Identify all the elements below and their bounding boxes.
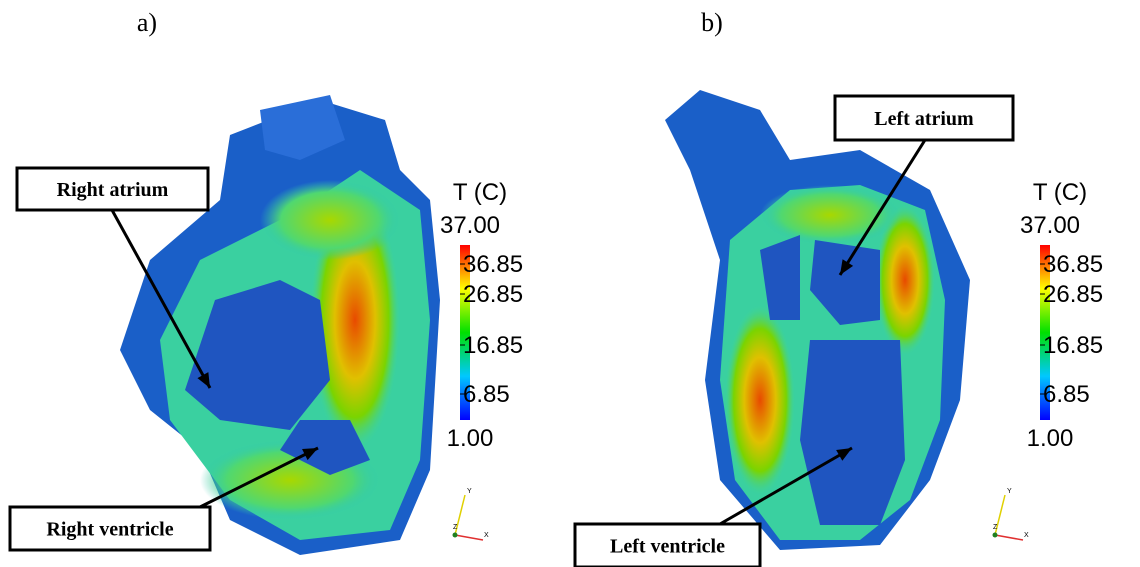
colorbar-max: 37.00	[440, 212, 500, 239]
axis-z	[452, 532, 458, 538]
annotation-box	[573, 522, 762, 567]
colorbar-tick-label: 36.85	[1043, 251, 1103, 278]
annotation-box	[8, 505, 212, 552]
arrow	[719, 446, 853, 526]
colorbar-title: T (C)	[1033, 179, 1087, 206]
axis-label: Z	[993, 524, 998, 531]
colorbar-tick-label: 6.85	[1043, 381, 1090, 408]
annotation: Left atrium	[874, 108, 974, 130]
axis-label: Y	[467, 488, 472, 495]
axis-label: Z	[453, 524, 458, 531]
axis-y	[994, 494, 1006, 536]
annotation-box	[833, 94, 1015, 142]
panel-label: a)	[137, 8, 157, 37]
colorbar-tick-label: 16.85	[1043, 332, 1103, 359]
arrow-head	[302, 448, 318, 461]
arrow	[838, 139, 927, 276]
annotation: Left ventricle	[610, 536, 725, 558]
axis-x	[994, 534, 1024, 541]
colorbar-max: 37.00	[1020, 212, 1080, 239]
panels: a) T (C) 37.00 36.85 26.85 16.85 6.85 1.00 Right…	[8, 8, 1103, 567]
colorbar-tick-label: 26.85	[463, 281, 523, 308]
heart-b	[665, 90, 970, 550]
arrow	[199, 446, 319, 509]
arrow	[110, 209, 212, 389]
colorbar-tick-label: 6.85	[463, 381, 510, 408]
axis-x	[454, 534, 484, 541]
annotation: Right atrium	[57, 179, 169, 201]
arrow-head	[836, 448, 852, 461]
axis-label: X	[484, 532, 489, 539]
colorbar-min: 1.00	[1027, 425, 1074, 452]
arrow-head	[840, 259, 854, 275]
arrow-head	[197, 372, 210, 388]
axis-label: X	[1024, 532, 1029, 539]
axis-z	[992, 532, 998, 538]
colorbar-title: T (C)	[453, 179, 507, 206]
annotation: Right ventricle	[46, 519, 173, 541]
colorbar-min: 1.00	[447, 425, 494, 452]
colorbar	[460, 245, 470, 420]
colorbar-tick-label: 26.85	[1043, 281, 1103, 308]
axis-y	[454, 494, 466, 536]
axis-label: Y	[1007, 488, 1012, 495]
colorbar-tick-label: 16.85	[463, 332, 523, 359]
panel-label: b)	[701, 8, 723, 37]
heart-a	[120, 95, 440, 555]
annotation-box	[15, 166, 210, 212]
colorbar-tick-label: 36.85	[463, 251, 523, 278]
colorbar	[1040, 245, 1050, 420]
